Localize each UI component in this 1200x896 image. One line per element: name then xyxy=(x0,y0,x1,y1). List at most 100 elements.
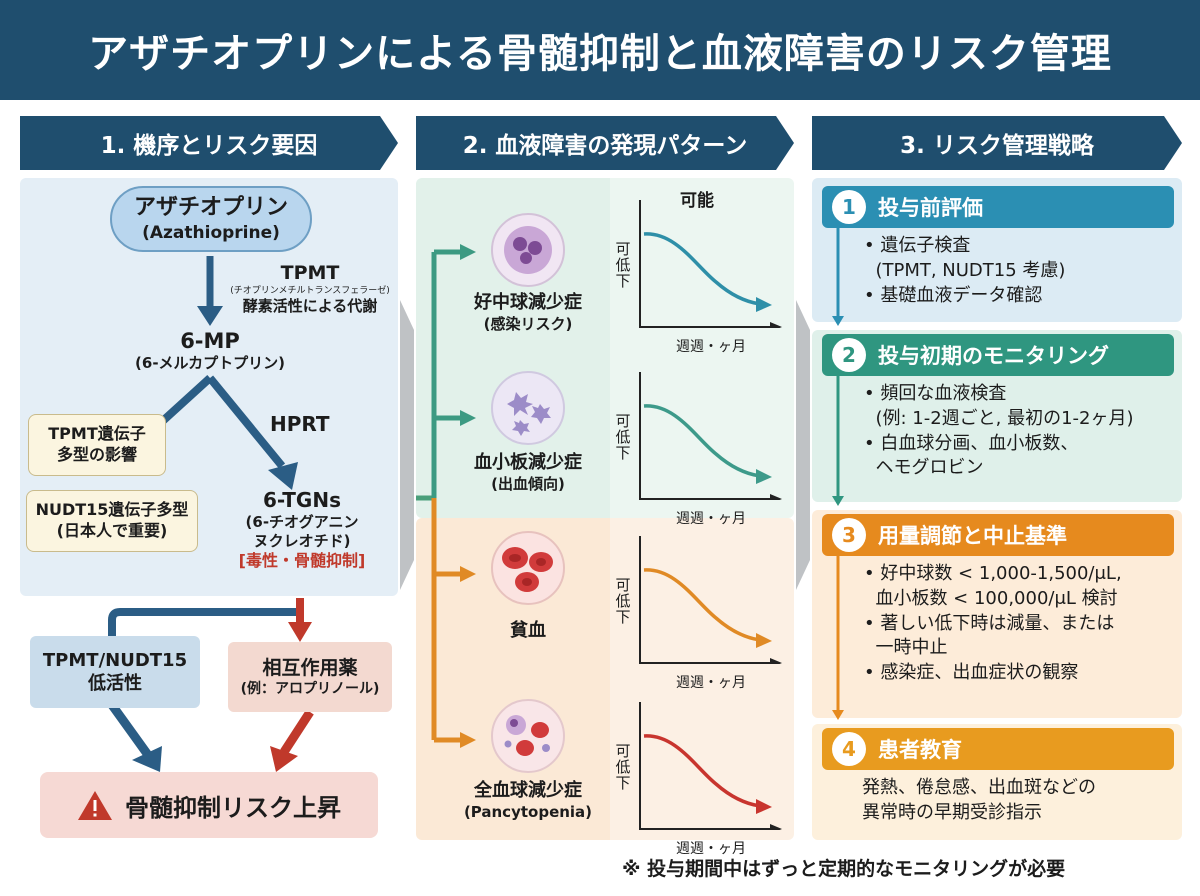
6tgns-subtitle-2: ヌクレオチド) xyxy=(253,531,351,550)
hprt-label: HPRT xyxy=(270,412,330,436)
decline-curve-arrowhead xyxy=(756,469,772,484)
tpmt-polymorphism-box: TPMT遺伝子 多型の影響 xyxy=(28,414,166,476)
decline-curve-arrowhead xyxy=(756,799,772,814)
step-3-list: • 好中球数 < 1,000-1,500/μL, 血小板数 < 100,000/… xyxy=(864,562,1122,686)
bone-marrow-risk-box: 骨髄抑制リスク上昇 xyxy=(40,772,378,838)
step-3-line-2: 血小板数 < 100,000/μL 検討 xyxy=(864,587,1118,609)
pattern-1-name: 好中球減少症 xyxy=(474,292,582,313)
decline-curve xyxy=(643,404,761,478)
pattern-2-sub: (出血傾向) xyxy=(491,474,565,493)
nudt15-line2: (日本人で重要) xyxy=(56,521,168,540)
arrowhead-6tgns xyxy=(268,462,298,490)
arrowhead-risk-red xyxy=(270,746,298,772)
column-header-patterns: 2. 血液障害の発現パターン xyxy=(416,116,794,170)
step-2-line-2: (例: 1-2週ごと, 最初の1-2ヶ月) xyxy=(864,407,1134,429)
decline-curve xyxy=(643,232,761,306)
pattern-4-name: 全血球減少症 xyxy=(474,780,582,801)
azathioprine-label: アザチオプリン xyxy=(133,194,288,220)
decline-curve-arrowhead xyxy=(756,297,772,312)
step-4-number: 4 xyxy=(832,732,866,766)
low-activity-line2: 低活性 xyxy=(88,673,142,694)
step-3-title: 用量調節と中止基準 xyxy=(878,524,1067,548)
chart-x-label: 週週・ヶ月 xyxy=(676,511,746,527)
connector-wedge-2 xyxy=(796,300,810,590)
column-header-mechanism: 1. 機序とリスク要因 xyxy=(20,116,398,170)
branch-3-head xyxy=(460,566,476,582)
chart-y-label: 可低下 xyxy=(615,576,631,626)
pattern-3-label: 貧血 xyxy=(440,620,616,643)
tpmt-polymorphism-line2: 多型の影響 xyxy=(56,445,137,464)
column-header-strategy: 3. リスク管理戦略 xyxy=(812,116,1182,170)
chart-axes xyxy=(639,536,776,664)
step-2-list: • 頻回な血液検査 (例: 1-2週ごと, 最初の1-2ヶ月) • 白血球分画、… xyxy=(864,382,1134,481)
warning-icon xyxy=(78,791,112,820)
step-2-title: 投与初期のモニタリング xyxy=(878,344,1109,368)
chart-axes xyxy=(639,702,776,830)
interaction-line1: 相互作用薬 xyxy=(262,656,358,679)
arrow-6mp-to-6tgns xyxy=(206,375,286,469)
arrow-interaction-to-risk xyxy=(280,709,314,755)
step-1-line-3: • 基礎血液データ確認 xyxy=(864,284,1043,306)
pattern-1-label: 好中球減少症 (感染リスク) xyxy=(440,292,616,333)
low-activity-box: TPMT/NUDT15 低活性 xyxy=(30,636,200,708)
tpmt-title: TPMT xyxy=(280,262,340,284)
tpmt-full-name: (チオプリンメチルトランスフェラーゼ) xyxy=(230,285,390,296)
pattern-2-name: 血小板減少症 xyxy=(474,452,582,473)
azathioprine-node: アザチオプリン (Azathioprine) xyxy=(110,186,312,252)
platelet-icon xyxy=(491,371,565,445)
decline-curve xyxy=(643,734,761,808)
arrowhead-risk-blue xyxy=(132,746,162,772)
step-3-line-3: • 著しい低下時は減量、または xyxy=(864,612,1115,634)
arrowhead-interaction xyxy=(288,622,312,642)
connector-wedge-1 xyxy=(400,300,414,590)
arrow-to-low-activity xyxy=(108,598,304,645)
step-3-number: 3 xyxy=(832,518,866,552)
pattern-4-sub: (Pancytopenia) xyxy=(463,802,593,821)
possible-label: 可能 xyxy=(680,191,714,211)
chart-y-label: 可低下 xyxy=(615,240,631,290)
tpmt-polymorphism-line1: TPMT遺伝子 xyxy=(48,424,146,444)
chart-y-label: 可低下 xyxy=(615,742,631,792)
pattern-3-name: 貧血 xyxy=(510,620,546,641)
decline-curve xyxy=(643,568,761,642)
chart-x-label: 週週・ヶ月 xyxy=(676,675,746,691)
step-1-arrowhead xyxy=(832,316,844,326)
step-1-header: 1 投与前評価 xyxy=(822,186,1174,228)
6mp-subtitle: (6-メルカプトプリン) xyxy=(135,354,285,373)
6mp-node: 6-MP (6-メルカプトプリン) xyxy=(110,328,310,373)
branch-4-head xyxy=(460,732,476,748)
tpmt-metabolism-label: TPMT (チオプリンメチルトランスフェラーゼ) 酵素活性による代謝 xyxy=(225,262,395,316)
step-2-header: 2 投与初期のモニタリング xyxy=(822,334,1174,376)
step-1-line-1: • 遺伝子検査 xyxy=(864,235,971,256)
step-3-header: 3 用量調節と中止基準 xyxy=(822,514,1174,556)
step-4-header: 4 患者教育 xyxy=(822,728,1174,770)
step-3-line-5: • 感染症、出血症状の観察 xyxy=(864,662,1079,684)
step-2-number: 2 xyxy=(832,338,866,372)
6tgns-toxicity: [毒性・骨髄抑制] xyxy=(238,550,366,570)
6tgns-node: 6-TGNs (6-チオグアニン ヌクレオチド) [毒性・骨髄抑制] xyxy=(212,488,392,571)
step-2-arrowhead xyxy=(832,496,844,506)
pattern-2-label: 血小板減少症 (出血傾向) xyxy=(440,452,616,493)
azathioprine-en-label: (Azathioprine) xyxy=(142,223,280,244)
step-3-arrowhead xyxy=(832,710,844,720)
nudt15-polymorphism-box: NUDT15遺伝子多型 (日本人で重要) xyxy=(26,490,198,552)
arrowhead-6mp xyxy=(197,306,223,326)
step-4-line-2: 異常時の早期受診指示 xyxy=(862,801,1042,823)
step-4-list: 発熱、倦怠感、出血斑などの 異常時の早期受診指示 xyxy=(862,776,1096,826)
pattern-1-sub: (感染リスク) xyxy=(483,314,573,333)
step-1-number: 1 xyxy=(832,190,866,224)
step-4-title: 患者教育 xyxy=(878,738,962,762)
branch-1-head xyxy=(460,244,476,260)
step-2-line-3: • 白血球分画、血小板数、 xyxy=(864,432,1079,454)
patterns-panel-upper xyxy=(416,178,794,518)
tpmt-description: 酵素活性による代謝 xyxy=(242,297,378,315)
interaction-line2: (例：アロプリノール) xyxy=(240,681,380,698)
step-1-line-2: (TPMT, NUDT15 考慮) xyxy=(864,259,1066,281)
step-2-line-1: • 頻回な血液検査 xyxy=(864,383,1007,404)
chart-axes xyxy=(639,372,776,500)
step-3-line-1: • 好中球数 < 1,000-1,500/μL, xyxy=(864,563,1122,584)
pattern-4-label: 全血球減少症 (Pancytopenia) xyxy=(440,780,616,821)
chart-x-label: 週週・ヶ月 xyxy=(676,339,746,355)
decline-chart-4 xyxy=(639,702,782,830)
